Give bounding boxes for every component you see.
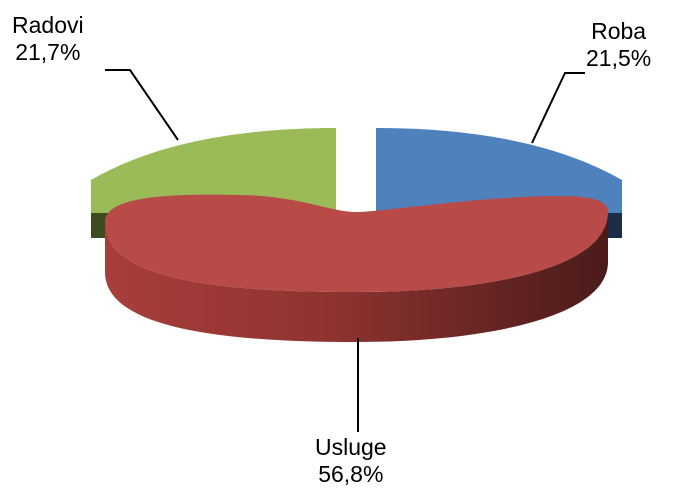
label-radovi-value: 21,7% (15, 39, 81, 65)
label-usluge-value: 56,8% (318, 461, 384, 487)
leader-line-roba (531, 72, 585, 144)
pie-slice-usluge (105, 194, 608, 342)
label-roba-value: 21,5% (586, 45, 652, 71)
label-roba: Roba 21,5% (586, 18, 651, 72)
label-radovi: Radovi 21,7% (12, 12, 84, 66)
pie-slice-roba-top (376, 128, 622, 213)
label-roba-name: Roba (591, 18, 647, 44)
pie-slice-usluge-side (105, 212, 608, 342)
label-radovi-name: Radovi (12, 12, 84, 38)
pie-slice-usluge-top (105, 194, 608, 292)
label-usluge-name: Usluge (315, 434, 387, 460)
leader-line-radovi (105, 69, 179, 141)
label-usluge: Usluge 56,8% (315, 434, 387, 488)
